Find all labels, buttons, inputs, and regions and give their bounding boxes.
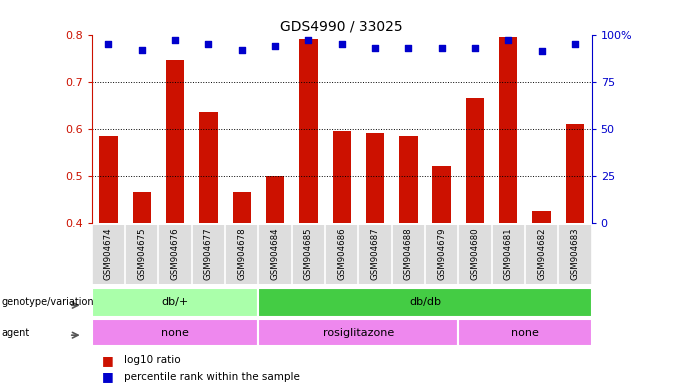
Bar	[258, 319, 458, 346]
Point	[237, 46, 248, 53]
Point	[469, 45, 480, 51]
Text: GSM904683: GSM904683	[571, 228, 579, 280]
Point	[269, 43, 280, 49]
Bar	[92, 288, 258, 317]
Point	[103, 41, 114, 47]
Point	[503, 37, 514, 43]
Point	[303, 37, 314, 43]
Bar	[233, 192, 251, 223]
Text: GSM904688: GSM904688	[404, 228, 413, 280]
Text: GSM904680: GSM904680	[471, 228, 479, 280]
Text: GSM904674: GSM904674	[104, 228, 113, 280]
Bar	[432, 166, 451, 223]
Text: GSM904687: GSM904687	[371, 228, 379, 280]
Bar	[258, 288, 592, 317]
Text: GSM904684: GSM904684	[271, 228, 279, 280]
Point	[570, 41, 581, 47]
Text: GSM904686: GSM904686	[337, 228, 346, 280]
Text: db/db: db/db	[409, 297, 441, 308]
Point	[203, 41, 214, 47]
Bar	[199, 112, 218, 223]
Bar	[92, 319, 258, 346]
Point	[536, 48, 547, 55]
Point	[437, 45, 447, 51]
Text: none: none	[161, 328, 189, 338]
Bar	[299, 39, 318, 223]
Bar	[133, 192, 151, 223]
Text: none: none	[511, 328, 539, 338]
Text: GSM904679: GSM904679	[437, 228, 446, 280]
Bar	[99, 136, 118, 223]
Text: GSM904685: GSM904685	[304, 228, 313, 280]
Text: agent: agent	[1, 328, 30, 338]
Text: GSM904681: GSM904681	[504, 228, 513, 280]
Point	[403, 45, 413, 51]
Bar	[366, 133, 384, 223]
Text: ■: ■	[102, 370, 114, 383]
Text: GSM904675: GSM904675	[137, 228, 146, 280]
Text: GSM904682: GSM904682	[537, 228, 546, 280]
Bar	[466, 98, 484, 223]
Point	[170, 37, 181, 43]
Text: percentile rank within the sample: percentile rank within the sample	[124, 372, 300, 382]
Text: db/+: db/+	[161, 297, 189, 308]
Point	[370, 45, 381, 51]
Text: genotype/variation: genotype/variation	[1, 297, 94, 308]
Bar	[566, 124, 584, 223]
Text: GSM904678: GSM904678	[237, 228, 246, 280]
Point	[136, 46, 147, 53]
Text: log10 ratio: log10 ratio	[124, 355, 181, 365]
Bar	[166, 60, 184, 223]
Bar	[458, 319, 592, 346]
Text: GSM904677: GSM904677	[204, 228, 213, 280]
Bar	[266, 176, 284, 223]
Title: GDS4990 / 33025: GDS4990 / 33025	[280, 20, 403, 33]
Point	[337, 41, 347, 47]
Text: GSM904676: GSM904676	[171, 228, 180, 280]
Bar	[499, 37, 517, 223]
Text: ■: ■	[102, 354, 114, 367]
Bar	[532, 211, 551, 223]
Text: rosiglitazone: rosiglitazone	[323, 328, 394, 338]
Bar	[399, 136, 418, 223]
Bar	[333, 131, 351, 223]
